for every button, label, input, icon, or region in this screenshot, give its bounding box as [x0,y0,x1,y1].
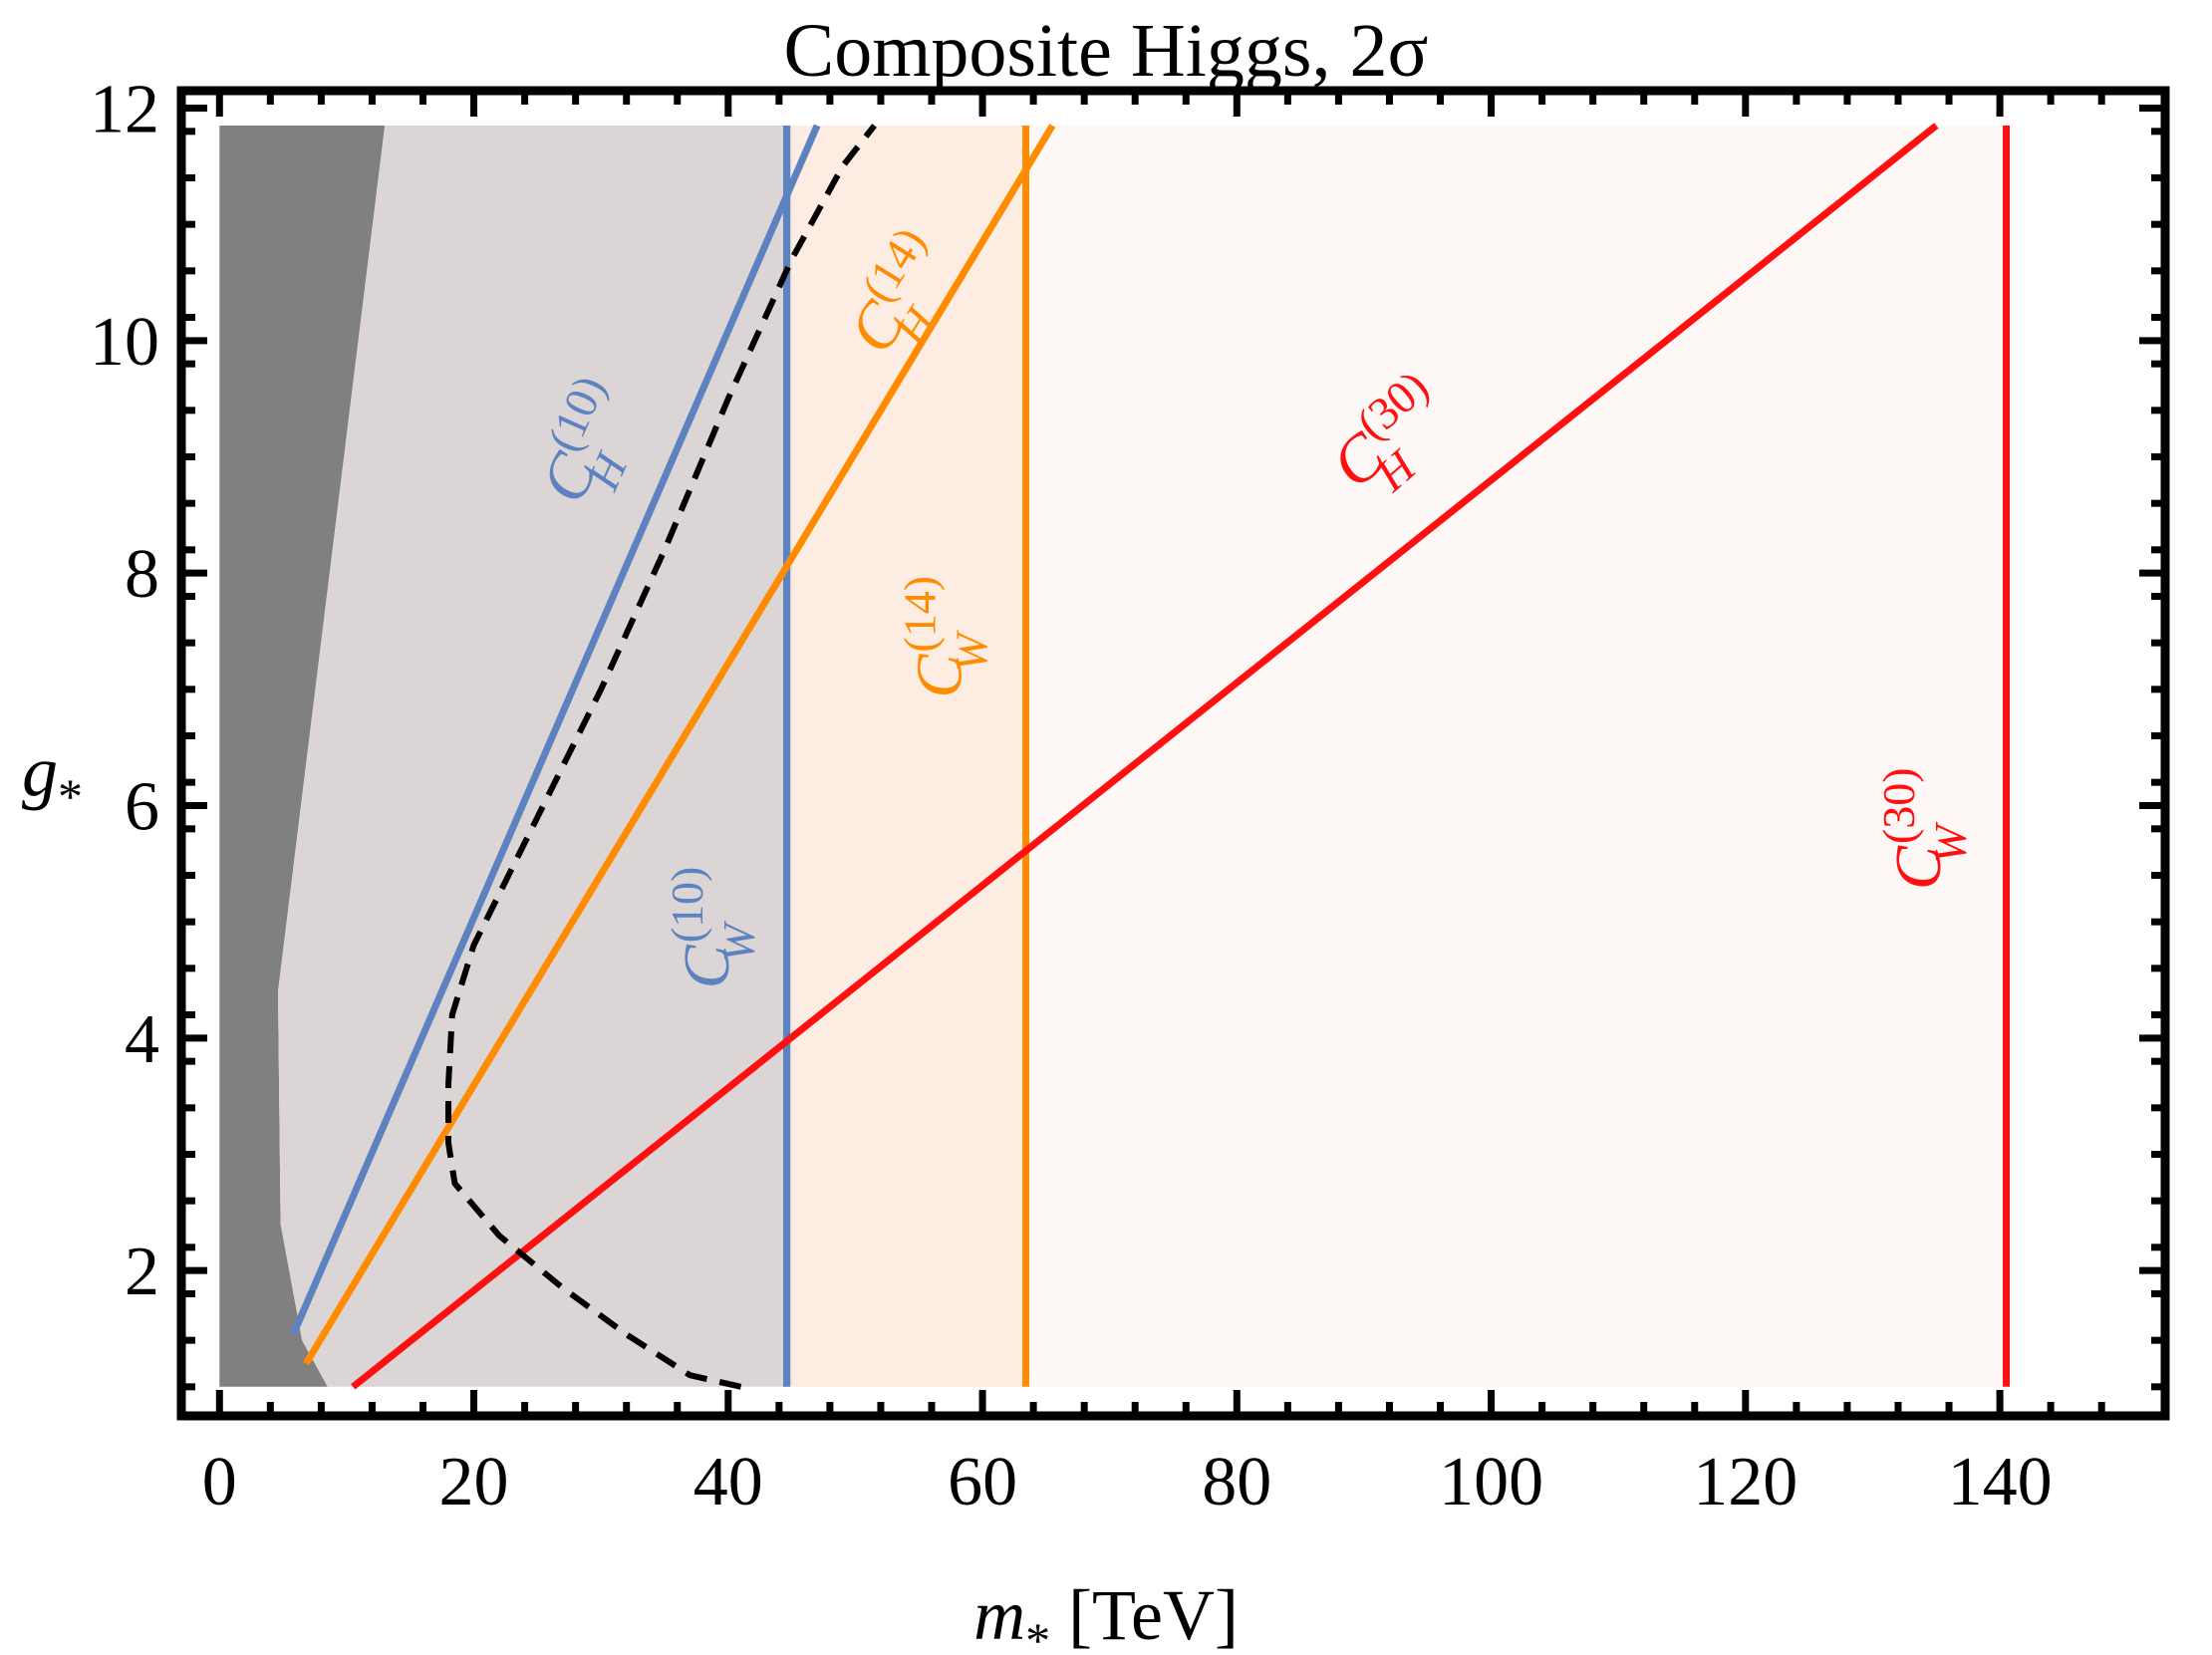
data-series [290,123,2010,1390]
label-cw14-text: C(14)W [894,576,996,698]
label-cw30: C(30)W [1873,767,1976,890]
y-tick-label-2: 2 [125,1234,159,1310]
x-tick-label-20: 20 [439,1444,509,1520]
label-cw30-text: C(30)W [1873,767,1976,890]
label-cw10-main: C [671,944,743,988]
x-tick-labels: 0 20 40 60 80 100 120 140 [202,1444,2053,1520]
label-cw30-main: C [1882,845,1955,890]
y-tick-label-4: 4 [125,1001,159,1078]
label-cw14-sub: W [946,630,996,672]
x-tick-label-140: 140 [1948,1444,2053,1520]
x-tick-label-0: 0 [202,1444,237,1520]
label-cw14-main: C [903,654,975,698]
x-axis-label: m* [TeV] [973,1575,1239,1655]
y-tick-label-12: 12 [90,72,159,148]
label-cw14-sup: (14) [894,576,945,653]
label-cw30-sup: (30) [1873,767,1924,844]
region-reach-30tev [1026,126,2007,1387]
y-tick-labels: 2 4 6 8 10 12 [90,72,159,1311]
label-cw10-text: C(10)W [662,867,764,989]
y-axis-variable: g [22,731,58,811]
shaded-regions [219,126,2007,1387]
x-axis-variable: m [973,1575,1025,1655]
x-axis-subscript: * [1025,1612,1050,1655]
dashed-curve-combined-bound [445,124,877,1390]
region-reach-14tev [791,126,1027,1387]
x-tick-label-60: 60 [948,1444,1017,1520]
label-cw30-sub: W [1925,821,1976,863]
y-axis-subscript: * [58,768,83,824]
chart-title: Composite Higgs, 2σ [784,9,1429,93]
region-excluded-unitarity [219,126,386,1387]
x-tick-label-80: 80 [1202,1444,1271,1520]
plot-area: C(10)HC(10)WC(14)HC(14)WC(30)HC(30)W [176,86,2170,1421]
x-axis-unit: [TeV] [1068,1575,1239,1655]
series-line-c-h-30 [351,123,1939,1390]
series-line-c-h-10 [290,124,821,1336]
plot-frame [176,86,2170,1421]
x-tick-label-100: 100 [1439,1444,1543,1520]
label-cw10-sub: W [713,921,764,963]
y-tick-label-8: 8 [125,536,159,613]
series-line-c-h-14 [303,124,1056,1366]
label-cw10-sup: (10) [662,867,712,944]
y-tick-label-10: 10 [90,304,159,381]
label-cw10: C(10)W [662,867,764,989]
y-axis-label: g* [22,731,83,824]
y-tick-label-6: 6 [125,769,159,846]
label-cw14: C(14)W [894,576,996,698]
x-tick-label-40: 40 [693,1444,763,1520]
x-tick-label-120: 120 [1693,1444,1797,1520]
